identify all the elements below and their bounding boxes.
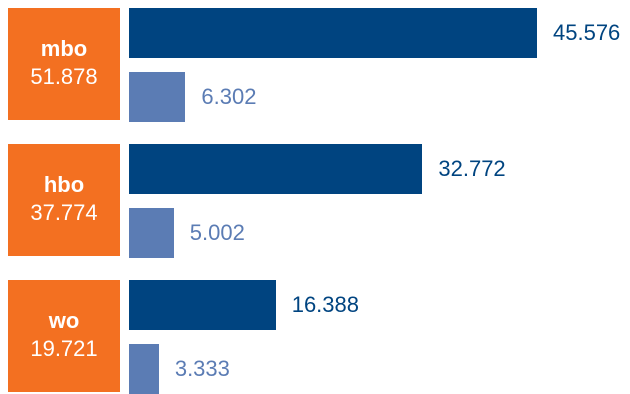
- bar-mbo-1: [129, 8, 537, 58]
- bar-value-label: 16.388: [291, 292, 359, 317]
- group-name: wo: [48, 308, 80, 333]
- bar-value-label: 5.002: [189, 220, 245, 245]
- group-total: 19.721: [30, 336, 98, 361]
- bar-wo-2: [129, 344, 159, 394]
- bar-mbo-2: [129, 72, 186, 122]
- bar-value-label: 6.302: [201, 84, 257, 109]
- group-total: 37.774: [30, 200, 98, 225]
- bar-hbo-1: [129, 144, 423, 194]
- group-label-hbo: hbo 37.774: [8, 144, 120, 256]
- bar-value-label: 3.333: [174, 356, 230, 381]
- group-label-mbo: mbo 51.878: [8, 8, 120, 120]
- bar-hbo-2: [129, 208, 174, 258]
- group-name: mbo: [40, 36, 88, 61]
- bar-wo-1: [129, 280, 276, 330]
- bar-value-label: 32.772: [438, 156, 506, 181]
- group-total: 51.878: [30, 64, 98, 89]
- group-label-wo: wo 19.721: [8, 280, 120, 392]
- group-name: hbo: [43, 172, 85, 197]
- bar-value-label: 45.576: [553, 20, 621, 45]
